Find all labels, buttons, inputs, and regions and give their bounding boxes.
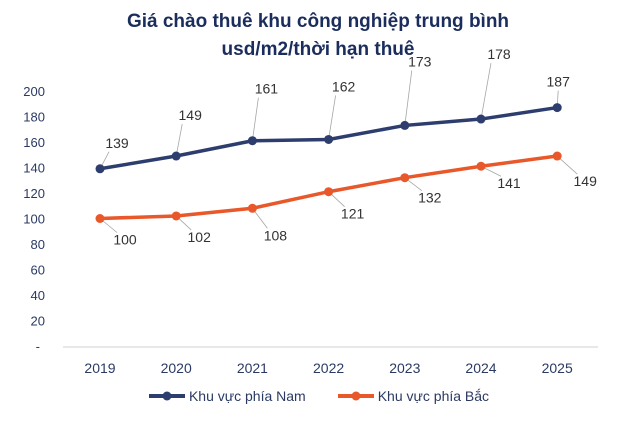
data-point <box>324 134 334 144</box>
data-label: 162 <box>332 78 356 94</box>
legend-item-bac: Khu vực phía Bắc <box>336 388 489 404</box>
x-tick-label: 2020 <box>161 360 192 376</box>
y-tick-label: 160 <box>23 135 45 150</box>
leader-line <box>175 123 183 157</box>
x-tick-label: 2021 <box>237 360 268 376</box>
data-label: 178 <box>487 46 511 62</box>
data-point <box>400 120 410 130</box>
legend-label-nam: Khu vực phía Nam <box>188 388 306 404</box>
data-label: 149 <box>179 107 203 123</box>
legend-marker-nam <box>148 391 185 401</box>
data-label: 149 <box>574 173 598 189</box>
legend-item-nam: Khu vực phía Nam <box>147 388 306 404</box>
y-tick-label: 60 <box>31 263 45 278</box>
y-tick-label: 100 <box>23 212 45 227</box>
data-point <box>95 164 105 174</box>
leader-line <box>404 70 413 126</box>
data-point <box>552 151 562 161</box>
data-point <box>247 203 257 213</box>
data-point <box>476 161 486 171</box>
y-tick-label: 180 <box>23 110 45 125</box>
y-tick-label: 40 <box>31 288 45 303</box>
x-tick-label: 2025 <box>542 360 573 376</box>
data-label: 100 <box>113 232 137 248</box>
data-point <box>247 136 257 146</box>
x-tick-label: 2024 <box>465 360 496 376</box>
data-label: 121 <box>341 206 365 222</box>
legend: Khu vực phía Nam Khu vực phía Bắc <box>0 388 636 404</box>
data-point <box>324 187 334 197</box>
leader-line <box>252 97 259 141</box>
data-point <box>171 211 181 221</box>
legend-label-bac: Khu vực phía Bắc <box>377 388 490 404</box>
data-label: 108 <box>264 227 288 243</box>
legend-marker-bac <box>337 391 374 401</box>
x-tick-label: 2019 <box>84 360 115 376</box>
y-tick-label: 200 <box>23 84 45 99</box>
data-point <box>476 114 486 124</box>
data-label: 141 <box>497 175 521 191</box>
data-label: 139 <box>105 135 129 151</box>
data-label: 132 <box>418 190 442 206</box>
chart-title: Giá chào thuê khu công nghiệp trung bình <box>126 11 510 32</box>
y-tick-label: 80 <box>31 237 45 252</box>
data-point <box>552 103 562 113</box>
y-tick-label: 140 <box>23 161 45 176</box>
y-tick-label: - <box>36 339 40 354</box>
data-point <box>171 151 181 161</box>
leader-line <box>328 95 336 140</box>
data-label: 161 <box>255 81 279 97</box>
chart-subtitle: usd/m2/thời hạn thuê <box>221 39 415 60</box>
data-point <box>400 173 410 183</box>
data-point <box>95 214 105 223</box>
y-tick-label: 20 <box>31 314 45 329</box>
x-tick-label: 2022 <box>313 360 344 376</box>
data-label: 173 <box>408 53 432 69</box>
data-label: 102 <box>188 229 212 245</box>
data-label: 187 <box>547 74 571 90</box>
y-tick-label: 120 <box>23 186 45 201</box>
x-tick-label: 2023 <box>389 360 420 376</box>
leader-line <box>480 62 492 120</box>
